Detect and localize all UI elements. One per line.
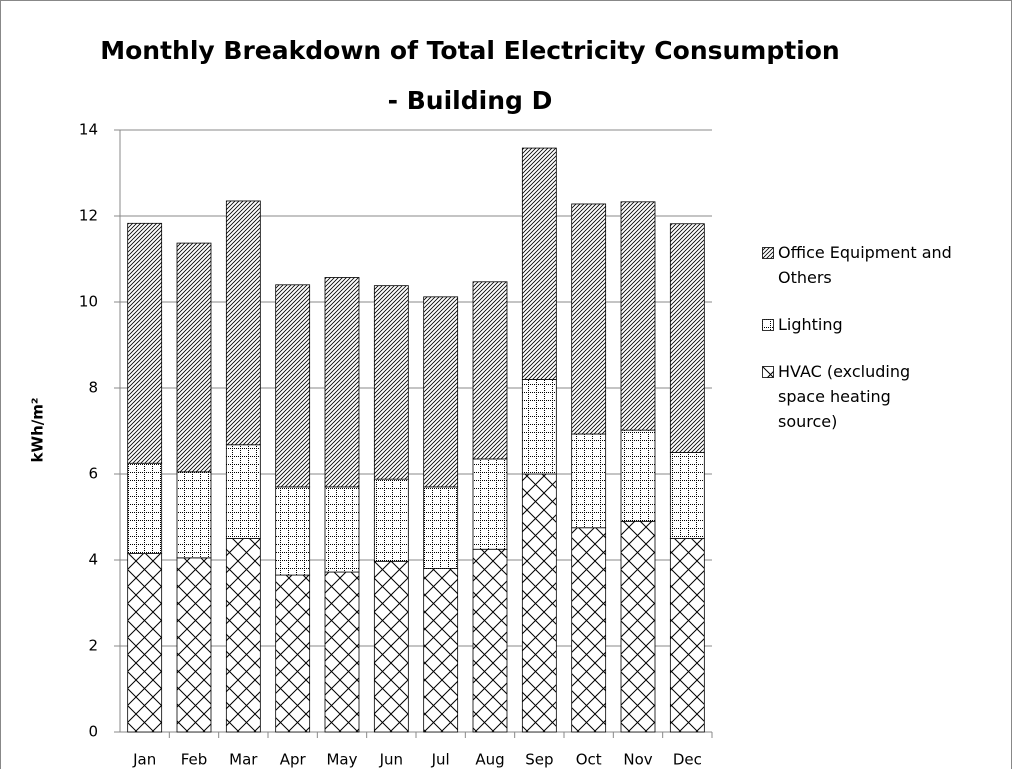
bar-segment: [521, 147, 557, 380]
bar-segment: [127, 462, 163, 554]
bar-segment: [176, 471, 212, 559]
bar-segment: [373, 560, 409, 733]
legend-swatch: [762, 319, 774, 331]
y-tick-label: 12: [79, 207, 98, 225]
y-tick-label: 10: [79, 293, 98, 311]
bar-segment: [423, 296, 459, 488]
bar-segment: [324, 486, 360, 573]
bar-segment: [423, 486, 459, 569]
bar-segment: [176, 242, 212, 473]
y-axis-label: kWh/m²: [29, 398, 47, 463]
y-tick-label: 0: [88, 723, 98, 741]
bar-segment: [521, 473, 557, 733]
bar-segment: [225, 200, 261, 446]
x-tick-label: Mar: [229, 751, 258, 769]
legend: Office Equipment and Others Lighting HVAC …: [762, 240, 1002, 456]
bar-segment: [571, 527, 607, 733]
bar-segment: [225, 444, 261, 539]
x-tick-label: Jul: [431, 751, 450, 769]
legend-swatch: [762, 366, 774, 378]
bar-segment: [669, 223, 705, 453]
bar-segment: [472, 548, 508, 733]
bar-segment: [521, 378, 557, 475]
bar-segment: [571, 433, 607, 529]
bar-segment: [275, 574, 311, 733]
bar-segment: [127, 222, 163, 464]
bar-segment: [620, 429, 656, 522]
y-tick-label: 4: [88, 551, 98, 569]
x-tick-label: Apr: [280, 751, 307, 769]
bar-segment: [324, 571, 360, 733]
x-tick-label: Feb: [181, 751, 208, 769]
bar-segment: [669, 452, 705, 539]
bar-segment: [373, 478, 409, 562]
y-tick-label: 2: [88, 637, 98, 655]
legend-label: HVAC (excluding space heating source): [778, 362, 911, 431]
y-tick-label: 8: [88, 379, 98, 397]
chart-title: Monthly Breakdown of Total Electricity C…: [100, 36, 840, 115]
bar-segment: [571, 203, 607, 435]
y-tick-label: 6: [88, 465, 98, 483]
x-tick-label: Sep: [525, 751, 553, 769]
bar-segment: [620, 201, 656, 431]
legend-swatch: [762, 247, 774, 259]
x-tick-label: Jun: [379, 751, 403, 769]
bar-segment: [472, 281, 508, 460]
x-tick-label: Dec: [673, 751, 702, 769]
x-tick-label: Oct: [576, 751, 602, 769]
y-tick-label: 14: [79, 121, 98, 139]
bar-segment: [373, 285, 409, 480]
x-tick-label: Aug: [475, 751, 504, 769]
bar-segment: [669, 538, 705, 733]
legend-item: HVAC (excluding space heating source): [762, 359, 1002, 434]
bar-segment: [423, 568, 459, 733]
bar-segment: [176, 557, 212, 733]
x-tick-label: Nov: [623, 751, 652, 769]
legend-label: Office Equipment and Others: [778, 243, 952, 287]
legend-label: Lighting: [778, 315, 843, 334]
legend-item: Office Equipment and Others: [762, 240, 1002, 290]
bar-segment: [275, 486, 311, 576]
bar-segment: [620, 520, 656, 733]
x-tick-label: May: [326, 751, 357, 769]
bar-segment: [472, 458, 508, 550]
x-tick-label: Jan: [132, 751, 156, 769]
bar-segment: [225, 538, 261, 733]
legend-item: Lighting: [762, 312, 1002, 337]
bar-segment: [127, 553, 163, 733]
bar-segment: [324, 277, 360, 488]
bar-segment: [275, 284, 311, 488]
